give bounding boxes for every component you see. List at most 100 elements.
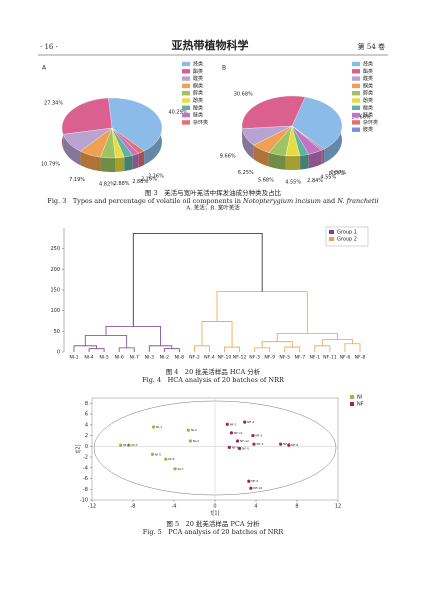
dendrogram-link: [88, 348, 105, 352]
slice-side: [138, 150, 145, 168]
dendrogram-link: [105, 325, 161, 346]
value-label: 4.55%: [285, 179, 301, 185]
value-label: 6.25%: [238, 170, 254, 176]
legend-swatch: [182, 112, 190, 118]
legend-swatch: [352, 105, 360, 110]
legend-label: 酸类: [193, 104, 203, 111]
leaf-label: NI-5: [99, 355, 108, 361]
y-tick-label: 100: [50, 308, 60, 314]
panel-label: B: [222, 65, 226, 72]
point-label: NF-3: [255, 434, 262, 438]
slice-side: [132, 153, 139, 170]
point-label: NI-1: [156, 425, 162, 429]
slice-side: [124, 155, 133, 172]
legend-swatch: [352, 76, 360, 81]
point: [251, 433, 255, 438]
slice-side: [115, 157, 125, 172]
leaf-label: NF-8: [355, 355, 366, 361]
value-label: 2.16%: [141, 176, 157, 182]
value-label: 2.88%: [114, 181, 130, 187]
y-tick-label: -4: [83, 465, 88, 471]
legend-swatch: [352, 83, 360, 89]
dendrogram-link: [118, 347, 135, 352]
x-tick-label: 0: [213, 504, 216, 510]
value-label: 2.16%: [148, 173, 164, 179]
value-label: 4.55%: [320, 175, 336, 181]
legend-swatch: [182, 69, 190, 74]
dendrogram-link: [276, 333, 338, 342]
dendrogram-link: [201, 321, 233, 348]
value-label: 40.29%: [168, 110, 187, 116]
legend-label: 醇类: [193, 90, 203, 97]
point-label: NF-1: [230, 422, 237, 426]
legend-swatch: [352, 112, 360, 118]
leaf-label: NI-3: [145, 355, 154, 361]
y-tick-label: 4: [85, 422, 88, 428]
leaf-label: NI-1: [69, 355, 78, 361]
point: [252, 442, 256, 446]
value-label: 2.88%: [132, 179, 148, 185]
point-label: NI-5: [155, 452, 161, 456]
dendrogram-link: [216, 291, 308, 334]
slice-side: [308, 150, 322, 169]
x-axis-title: t[1]: [210, 511, 219, 517]
point: [227, 445, 231, 449]
legend-label: 酸类: [363, 104, 373, 111]
legend-swatch: [182, 83, 190, 89]
leaf-label: NI-2: [160, 355, 169, 361]
x-tick-label: 8: [295, 504, 298, 510]
slice-side: [285, 155, 301, 170]
page-number: · 16 ·: [40, 43, 58, 51]
point: [229, 431, 233, 435]
y-tick-label: -10: [80, 498, 88, 504]
point: [287, 443, 291, 447]
x-tick-label: 12: [335, 504, 341, 510]
point-label: NI-8: [123, 443, 129, 447]
species: Notopterygium incisum: [242, 197, 321, 205]
y-tick-label: 0: [57, 350, 60, 356]
value-label: 9.66%: [220, 154, 236, 160]
volume: 第 54 卷: [358, 42, 385, 51]
legend-swatch: [329, 237, 334, 241]
y-tick-label: 2: [85, 433, 88, 439]
legend-label: 杂环类: [363, 119, 378, 126]
legend-swatch: [329, 230, 334, 234]
leaf-label: NF-12: [233, 355, 247, 361]
caption-cn: 图 5 20 批羌活样品 PCA 分析: [166, 519, 260, 528]
legend-label: 酮类: [363, 82, 373, 89]
legend-label: 醇类: [363, 90, 373, 97]
point: [247, 479, 251, 483]
slice-side: [253, 145, 269, 167]
dendrogram-link: [163, 348, 180, 352]
legend-label: 醚类: [363, 112, 373, 119]
point: [151, 425, 156, 429]
caption-en: Fig. 5 PCA analysis of 20 batches of NRR: [143, 528, 285, 536]
leaf-label: NF-10: [218, 355, 232, 361]
x-tick-label: -4: [172, 504, 177, 510]
y-tick-label: 250: [50, 246, 60, 252]
dendrogram-link: [314, 345, 331, 352]
dendrogram-link: [194, 345, 210, 352]
value-label: 27.34%: [44, 100, 63, 106]
legend-label: 杂环类: [193, 119, 208, 126]
x-tick-label: -12: [88, 504, 96, 510]
legend-label: 醛类: [363, 75, 373, 82]
leaf-label: NF-1: [310, 355, 321, 361]
point-label: NF-6: [232, 445, 239, 449]
legend-label: 醚类: [193, 112, 203, 119]
legend-swatch: [182, 120, 190, 125]
leaf-label: NF-3: [249, 355, 260, 361]
value-label: 4.82%: [99, 181, 115, 187]
journal-title: 亚热带植物科学: [172, 38, 249, 52]
legend-swatch: [182, 91, 190, 96]
point: [249, 486, 253, 490]
leaf-label: NI-4: [84, 355, 93, 361]
value-label: 0.57%: [329, 171, 345, 177]
point: [188, 439, 192, 443]
slice-side: [80, 151, 101, 172]
legend-label: 酮类: [193, 82, 203, 89]
legend-label: 酚类: [363, 97, 373, 104]
y-tick-label: 150: [50, 288, 60, 294]
leaf-label: NI-6: [114, 355, 123, 361]
